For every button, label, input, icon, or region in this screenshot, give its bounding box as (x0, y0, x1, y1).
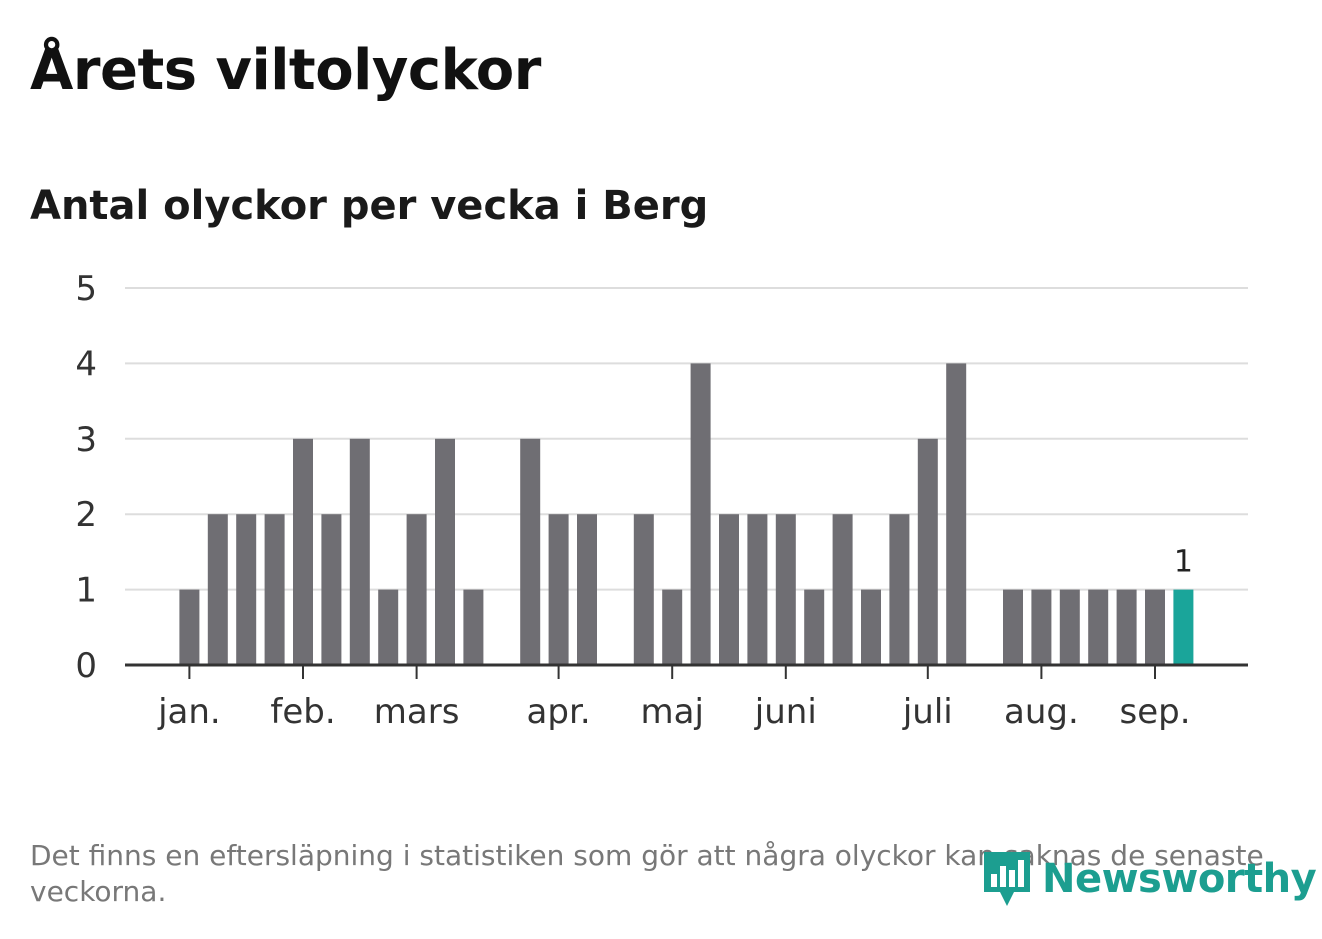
bar (804, 589, 825, 665)
y-tick-label: 4 (75, 344, 97, 384)
bar (633, 514, 654, 665)
bar (1116, 589, 1137, 665)
bar (236, 514, 257, 665)
newsworthy-logo: Newsworthy (982, 848, 1317, 910)
bar (321, 514, 342, 665)
bar (1088, 589, 1109, 665)
y-tick-label: 0 (75, 646, 97, 686)
bar (1059, 589, 1080, 665)
bar (861, 589, 881, 665)
chart-subtitle: Antal olyckor per vecka i Berg (30, 183, 709, 229)
x-axis: jan. feb. mars apr. maj juni juli aug. sep. (125, 663, 1248, 732)
bar (435, 438, 455, 665)
x-tick-label: juli (902, 692, 953, 732)
bar (832, 514, 853, 665)
bars: 1 (179, 363, 1194, 665)
y-tick-label: 3 (75, 420, 97, 460)
bar (548, 514, 569, 665)
y-tick-label: 1 (75, 571, 97, 611)
x-tick-label: juni (754, 692, 817, 732)
x-tick-label: feb. (270, 692, 335, 732)
bar (946, 363, 967, 665)
bar (719, 514, 739, 665)
bar (264, 514, 285, 665)
bar (463, 589, 484, 665)
bar-chart-bubble-icon (984, 852, 1030, 906)
bar (917, 438, 938, 665)
x-tick-label: jan. (157, 692, 221, 732)
bar (406, 514, 427, 665)
bar (775, 514, 796, 665)
y-tick-label: 5 (75, 269, 97, 309)
x-tick-label: maj (640, 692, 703, 732)
bar (179, 589, 200, 665)
bar (378, 589, 399, 665)
bar (577, 514, 597, 665)
bar (349, 438, 370, 665)
bar-value-label: 1 (1174, 545, 1193, 580)
bar (1031, 589, 1052, 665)
y-tick-label: 2 (75, 495, 97, 535)
x-tick-label: apr. (527, 692, 591, 732)
bar (520, 438, 541, 665)
chart-title: Årets viltolyckor (30, 38, 541, 103)
y-axis-tick-labels: 0 1 2 3 4 5 (75, 269, 97, 686)
highlighted-bar (1173, 589, 1194, 665)
bar (293, 438, 313, 665)
bar (747, 514, 768, 665)
x-tick-label: mars (374, 692, 460, 732)
x-tick-label: aug. (1004, 692, 1079, 732)
bar (207, 514, 228, 665)
bar (662, 589, 683, 665)
logo-text: Newsworthy (1042, 856, 1317, 902)
bar (1145, 589, 1165, 665)
x-tick-label: sep. (1119, 692, 1190, 732)
bar (1003, 589, 1023, 665)
bar (690, 363, 711, 665)
footnote: Det finns en eftersläpning i statistiken… (30, 839, 1264, 908)
bar (889, 514, 910, 665)
